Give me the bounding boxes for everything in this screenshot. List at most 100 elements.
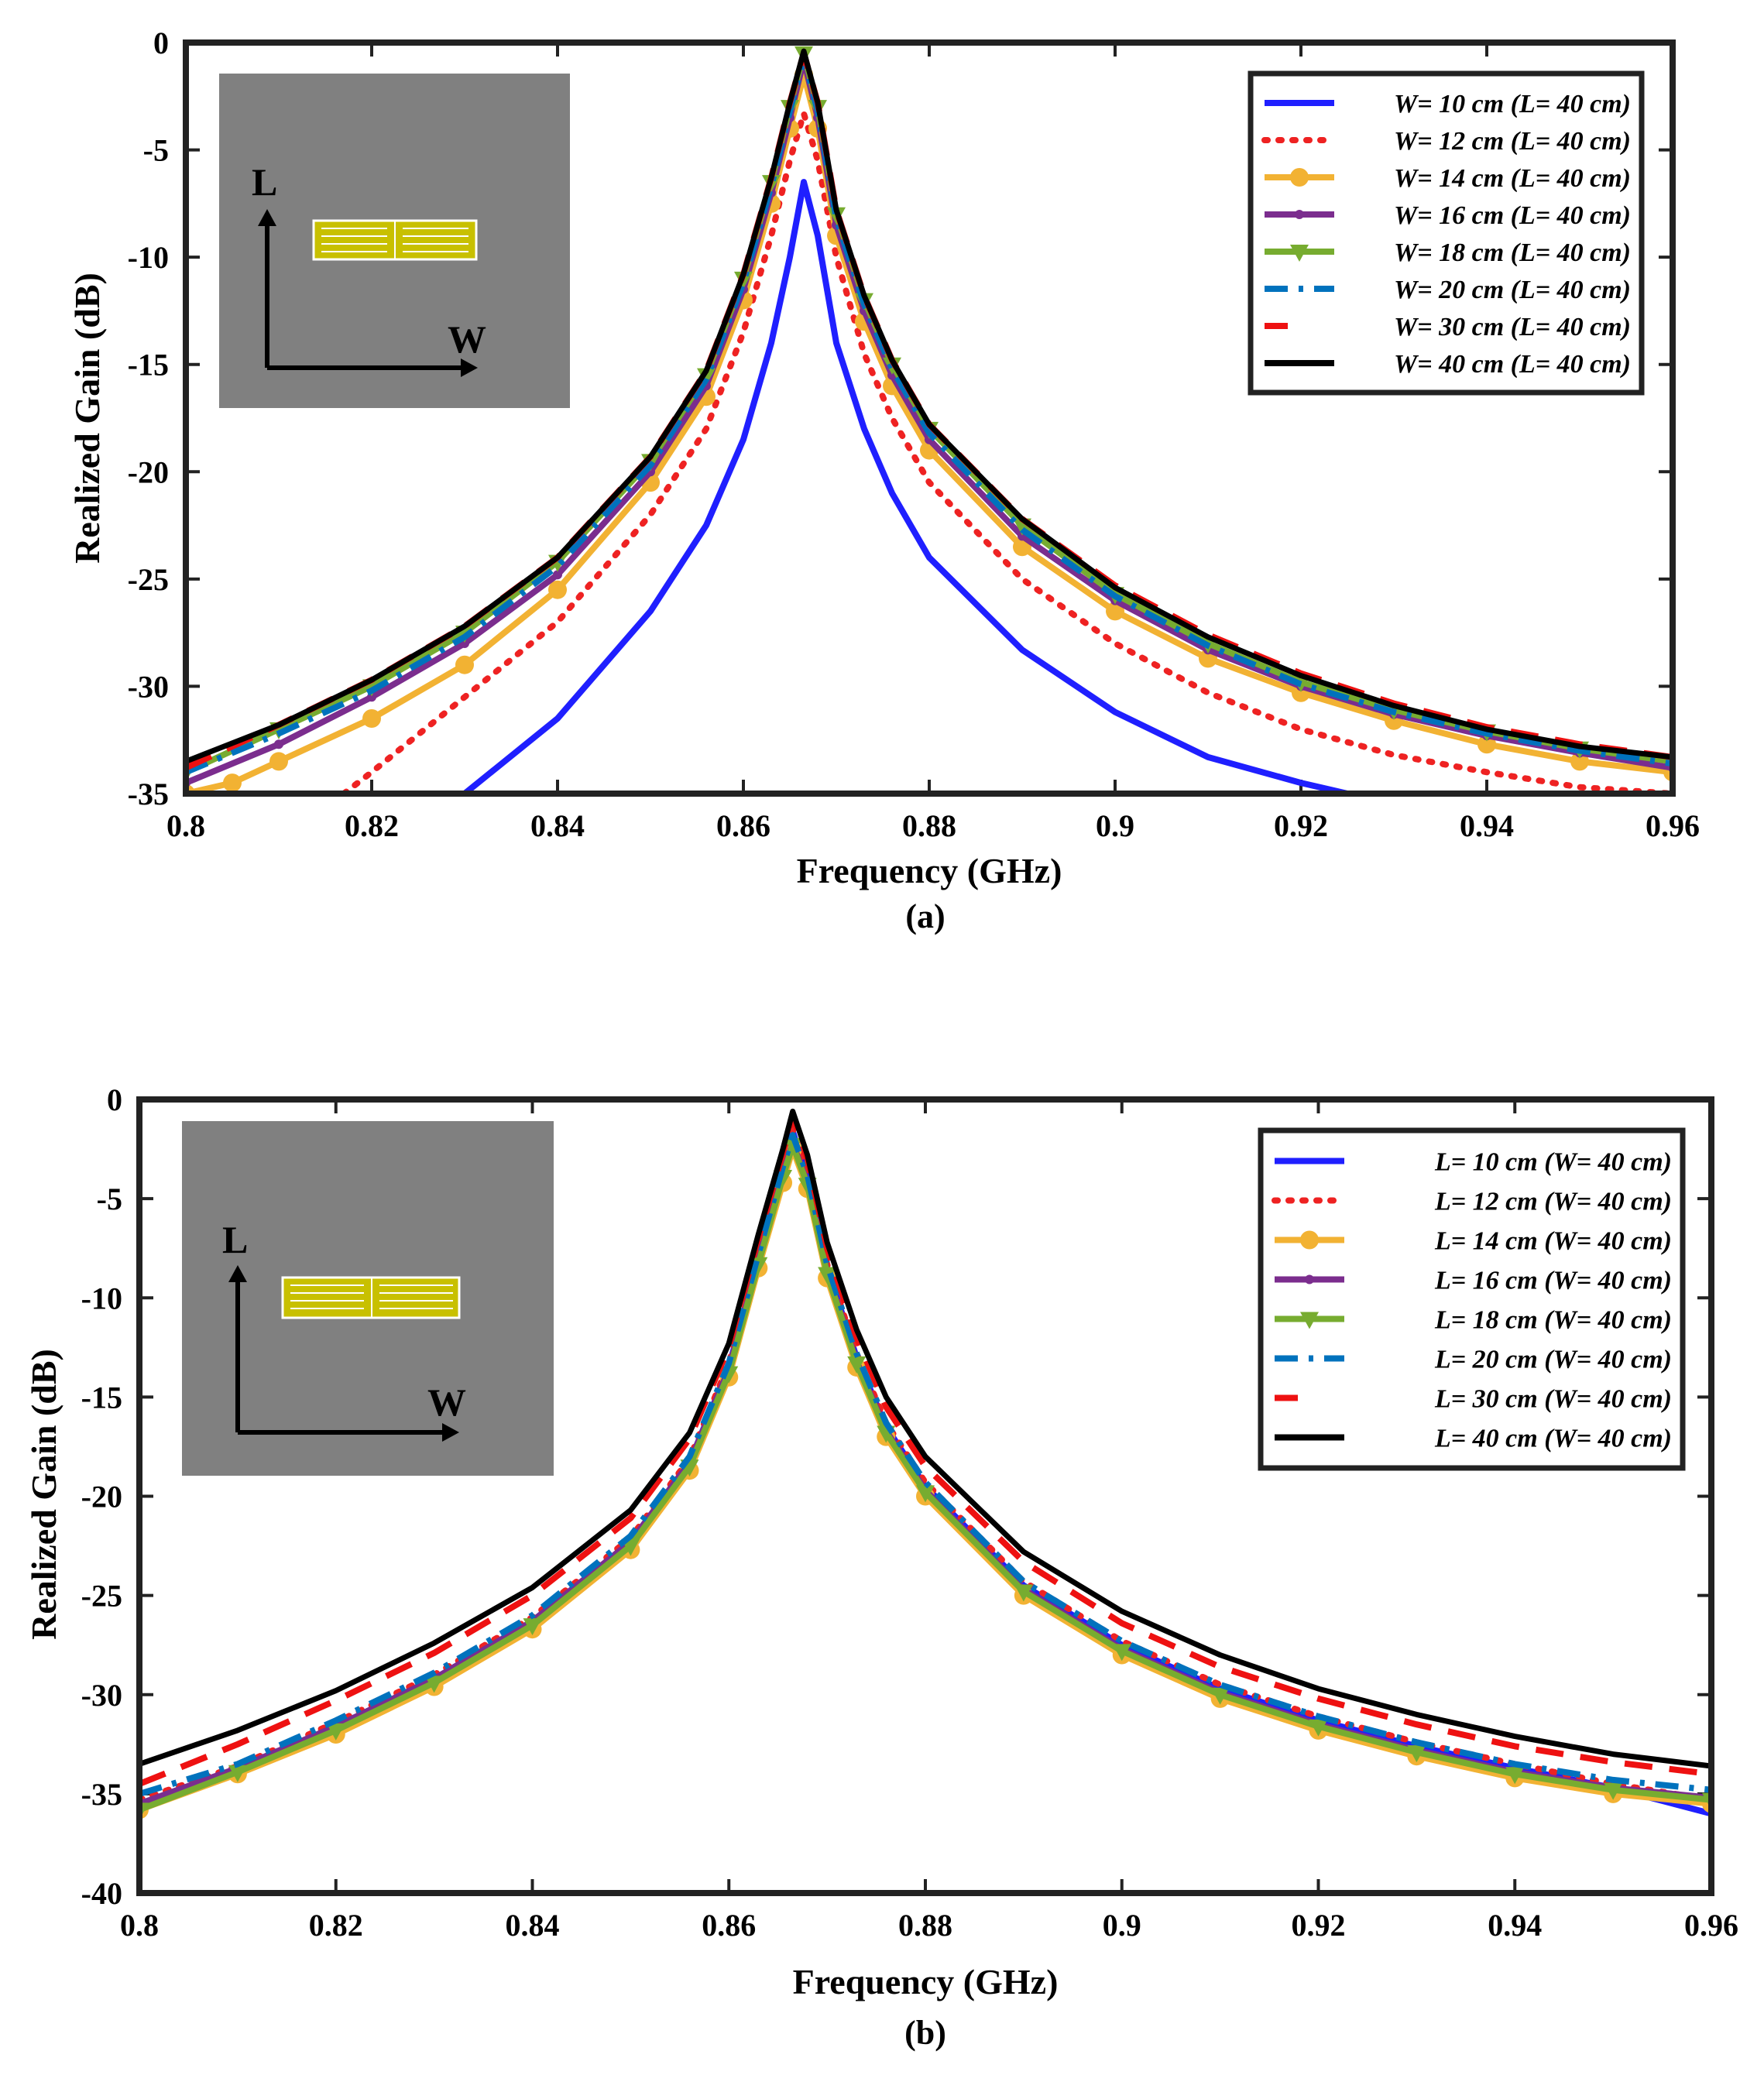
legend-label: W= 16 cm (L= 40 cm) [1394, 201, 1631, 230]
data-point-marker [326, 1723, 345, 1741]
panel-b-xlabel: Frequency (GHz) [793, 1962, 1059, 2001]
x-tick-label: 0.92 [1292, 1908, 1346, 1943]
data-point-marker [1604, 1782, 1623, 1800]
inset-label-l: L [252, 160, 277, 204]
x-tick-label: 0.8 [166, 808, 205, 843]
y-tick-label: -30 [81, 1678, 122, 1713]
data-point-marker [916, 1485, 935, 1503]
legend-label: L= 40 cm (W= 40 cm) [1434, 1425, 1672, 1453]
y-tick-label: -5 [97, 1182, 122, 1216]
antenna-icon [312, 219, 478, 261]
legend-box [1247, 70, 1645, 396]
series-line [139, 1132, 1711, 1797]
y-tick-label: -20 [81, 1480, 122, 1514]
y-tick-label: 0 [153, 26, 169, 60]
panel-a-axes-box [183, 39, 1676, 797]
data-point-marker [274, 739, 283, 749]
panel-a-label: (a) [905, 897, 945, 935]
y-tick-label: -5 [143, 133, 169, 168]
arrow-right-icon [461, 358, 478, 377]
y-tick-label: -15 [128, 348, 169, 382]
y-tick-label: 0 [107, 1082, 122, 1117]
panel-b-label: (b) [904, 2014, 946, 2052]
data-point-marker [847, 1356, 867, 1374]
data-point-marker [1407, 1745, 1426, 1763]
x-tick-label: 0.88 [898, 1908, 952, 1943]
y-tick-label: -40 [81, 1876, 122, 1911]
x-tick-label: 0.86 [702, 1908, 756, 1943]
legend-label: L= 30 cm (W= 40 cm) [1434, 1385, 1672, 1414]
x-tick-label: 0.9 [1096, 808, 1134, 843]
panel-a-legend: W= 10 cm (L= 40 cm) W= 12 cm (L= 40 cm) W=… [1247, 70, 1645, 396]
data-point-marker [424, 1675, 444, 1693]
x-tick-label: 0.82 [309, 1908, 363, 1943]
x-tick-label: 0.96 [1646, 808, 1700, 843]
panel-a-grid: 0.8 0.82 0.84 0.86 0.88 0.9 0.92 0.94 0.96 0 -5 -10… [128, 26, 1700, 843]
x-tick-label: 0.82 [345, 808, 399, 843]
legend-label: W= 10 cm (L= 40 cm) [1394, 90, 1631, 118]
y-tick-label: -25 [128, 562, 169, 597]
y-tick-label: -30 [128, 669, 169, 704]
arrow-right-icon [442, 1423, 459, 1442]
x-tick-label: 0.94 [1460, 808, 1514, 843]
x-tick-label: 0.9 [1103, 1908, 1141, 1943]
data-point-marker [362, 709, 381, 728]
x-tick-label: 0.88 [902, 808, 956, 843]
data-point-marker [548, 580, 567, 599]
panel-b-axes-box [136, 1096, 1714, 1896]
panel-b-series [139, 1108, 1711, 1820]
x-tick-label: 0.84 [506, 1908, 560, 1943]
antenna-icon [281, 1276, 461, 1319]
data-point-marker [1300, 1312, 1319, 1329]
data-point-marker [1290, 245, 1309, 262]
x-tick-label: 0.8 [120, 1908, 159, 1943]
data-point-marker [553, 570, 562, 580]
y-tick-label: -35 [128, 777, 169, 811]
y-tick-label: -25 [81, 1579, 122, 1614]
legend-label: L= 10 cm (W= 40 cm) [1434, 1148, 1672, 1177]
x-tick-label: 0.86 [716, 808, 770, 843]
data-point-marker [269, 752, 288, 771]
data-point-marker [697, 368, 716, 386]
inset-label-w: W [427, 1380, 466, 1424]
data-point-marker [1106, 602, 1124, 621]
arrow-up-icon [258, 209, 276, 226]
legend-label: L= 12 cm (W= 40 cm) [1434, 1188, 1672, 1216]
y-tick-label: -20 [128, 454, 169, 489]
legend-label: L= 14 cm (W= 40 cm) [1434, 1227, 1672, 1256]
legend-label: L= 16 cm (W= 40 cm) [1434, 1267, 1672, 1295]
panel-b-ylabel: Realized Gain (dB) [24, 1349, 63, 1640]
legend-label: L= 20 cm (W= 40 cm) [1434, 1346, 1672, 1374]
data-point-marker [1309, 1719, 1328, 1737]
data-point-marker [1290, 168, 1309, 187]
panel-a: 0.8 0.82 0.84 0.86 0.88 0.9 0.92 0.94 0.96 0 -5 -10… [67, 26, 1700, 935]
series-line [462, 179, 1348, 794]
y-tick-label: -15 [81, 1380, 122, 1415]
arrow-up-icon [228, 1265, 247, 1282]
legend-label: W= 12 cm (L= 40 cm) [1394, 127, 1631, 156]
panel-b-legend: L= 10 cm (W= 40 cm) L= 12 cm (W= 40 cm) L=… [1258, 1127, 1686, 1471]
data-point-marker [1112, 1644, 1131, 1662]
data-point-marker [455, 655, 474, 674]
panel-a-inset: L W [219, 74, 570, 408]
x-tick-label: 0.94 [1488, 1908, 1542, 1943]
data-point-marker [228, 1765, 247, 1782]
data-point-marker [523, 1618, 542, 1636]
legend-label: W= 40 cm (L= 40 cm) [1394, 350, 1631, 379]
panel-a-xlabel: Frequency (GHz) [797, 851, 1062, 890]
panel-a-ylabel: Realized Gain (dB) [67, 273, 107, 564]
panel-b: 0.8 0.82 0.84 0.86 0.88 0.9 0.92 0.94 0.96 0 -5 -10… [24, 1082, 1738, 2052]
data-point-marker [1014, 1584, 1033, 1602]
legend-label: W= 18 cm (L= 40 cm) [1394, 238, 1631, 267]
data-point-marker [818, 1267, 837, 1284]
series-line [341, 110, 1673, 794]
data-point-marker [1300, 1230, 1319, 1250]
legend-label: W= 30 cm (L= 40 cm) [1394, 313, 1631, 341]
panel-b-inset: L W [182, 1121, 554, 1476]
legend-label: W= 14 cm (L= 40 cm) [1394, 164, 1631, 193]
legend-box [1258, 1127, 1686, 1471]
data-point-marker [1305, 1274, 1314, 1284]
y-tick-label: -10 [81, 1281, 122, 1315]
data-point-marker [223, 773, 242, 793]
